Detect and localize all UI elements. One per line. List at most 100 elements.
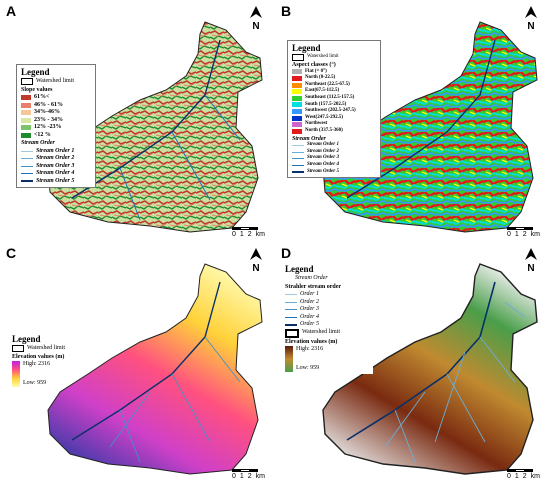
stream-label: Stream Order 4 [307, 161, 339, 167]
watershed-label: Watershed limit [36, 78, 75, 84]
stream-label: Stream Order 4 [36, 170, 75, 176]
stream-label: Stream Order 2 [36, 155, 75, 161]
stream-label: Stream Order 1 [307, 142, 339, 148]
elevation-ramp [285, 346, 293, 372]
panel-d: D N 0 1 2 km Legend Stream Order Strahle… [275, 242, 550, 484]
class-swatch [21, 132, 31, 138]
class-label: 34%-46% [34, 109, 60, 115]
scale-unit: km [255, 231, 265, 238]
class-swatch [292, 75, 302, 81]
scale-bar: 0 1 2 km [231, 227, 265, 238]
north-label: N [252, 21, 260, 32]
class-swatch [21, 95, 31, 101]
scale-tick: 0 [231, 231, 236, 238]
class-label: Southeast (112.5-157.5) [305, 94, 355, 100]
watershed-label: Watershed limit [302, 329, 341, 336]
north-arrow-icon: N [245, 248, 267, 274]
class-swatch [21, 110, 31, 116]
watershed-label: Watershed limit [27, 345, 66, 351]
class-label: <12 % [34, 131, 51, 138]
class-swatch [292, 108, 302, 114]
stream-label: Stream Order 3 [36, 162, 75, 169]
class-label: Flat (= 0°) [305, 68, 327, 74]
elev-title: Elevation values (m) [12, 353, 65, 360]
scale-bar: 0 1 2 km [231, 469, 265, 480]
class-label: 23% - 34% [34, 116, 63, 123]
scale-tick: 2 [522, 473, 527, 480]
class-swatch [292, 69, 302, 75]
class-swatch [292, 95, 302, 101]
class-swatch [21, 117, 31, 123]
stream-title: Stream Order [21, 140, 55, 146]
elev-low: Low: 959 [296, 364, 320, 371]
legend: Legend Watershed limit Elevation values … [8, 332, 98, 389]
panel-label: C [6, 245, 17, 261]
north-arrow-icon: N [245, 6, 267, 32]
elev-low: Low: 959 [23, 379, 47, 386]
strahler-title: Strahler stream order [285, 283, 342, 290]
class-label: North (337.5-360) [305, 127, 343, 133]
scale-tick: 2 [247, 231, 252, 238]
order-label: Order 1 [300, 291, 319, 297]
panel-c: C N 0 1 2 km Legend Watershed limit Elev… [0, 242, 275, 484]
classes-title: Slope values [21, 86, 53, 93]
north-arrow-icon: N [520, 248, 542, 274]
legend-title: Legend [285, 264, 314, 274]
class-swatch [292, 128, 302, 134]
slope-map [47, 21, 263, 233]
order-label: Order 5 [300, 321, 319, 327]
legend: Legend Watershed limit Aspect classes (°… [287, 40, 381, 179]
legend-title: Legend [21, 67, 50, 77]
class-label: Southwest (202.5-247.5) [305, 108, 356, 114]
class-label: Northeast (22.5-67.5) [305, 81, 350, 87]
scale-tick: 2 [522, 231, 527, 238]
class-label: East(67.5-112.5) [305, 88, 340, 94]
north-label: N [527, 21, 535, 32]
scale-tick: 1 [514, 473, 519, 480]
scale-tick: 0 [506, 231, 511, 238]
class-label: South (157.5-202.5) [305, 101, 347, 107]
scale-unit: km [530, 231, 540, 238]
panel-label: A [6, 3, 17, 19]
class-swatch [21, 125, 31, 131]
north-arrow-icon: N [520, 6, 542, 32]
legend-title: Legend [292, 43, 321, 53]
stream-label: Stream Order 3 [307, 155, 339, 161]
class-swatch [292, 122, 302, 128]
classes-title: Aspect classes (°) [292, 62, 336, 68]
class-swatch [292, 102, 302, 108]
class-swatch [21, 102, 31, 108]
stream-label: Stream Order 2 [307, 148, 339, 154]
stream-title: Stream Order [295, 275, 328, 281]
stream-title: Stream Order [292, 135, 326, 142]
class-label: 46% - 61% [34, 101, 63, 108]
elev-high: High: 2316 [23, 361, 51, 367]
stream-label: Stream Order 5 [36, 177, 75, 184]
scale-tick: 0 [231, 473, 236, 480]
panel-b: B N 0 1 2 km Legend Watershed limit Aspe… [275, 0, 550, 242]
north-label: N [252, 263, 260, 274]
scale-tick: 1 [239, 231, 244, 238]
scale-unit: km [255, 473, 265, 480]
order-label: Order 3 [300, 306, 319, 312]
scale-bar: 0 1 2 km [506, 469, 540, 480]
order-label: Order 4 [300, 313, 319, 320]
elevation-map [47, 263, 263, 475]
scale-tick: 1 [514, 231, 519, 238]
elevation-ramp [12, 361, 20, 387]
elev-title: Elevation values (m) [285, 338, 338, 345]
class-label: Northwest [305, 121, 328, 127]
legend: Legend Watershed limit Slope values 61%<… [16, 64, 96, 188]
stream-order-map [322, 263, 538, 475]
north-label: N [527, 263, 535, 274]
scale-unit: km [530, 473, 540, 480]
scale-bar: 0 1 2 km [506, 227, 540, 238]
scale-tick: 0 [506, 473, 511, 480]
class-label: West(247.5-292.5) [305, 114, 344, 120]
order-label: Order 2 [300, 298, 319, 305]
watershed-label: Watershed limit [307, 54, 339, 60]
class-label: 12% -23% [34, 124, 62, 130]
scale-tick: 1 [239, 473, 244, 480]
legend-title: Legend [12, 334, 41, 344]
legend: Legend Stream Order Strahler stream orde… [281, 262, 373, 374]
